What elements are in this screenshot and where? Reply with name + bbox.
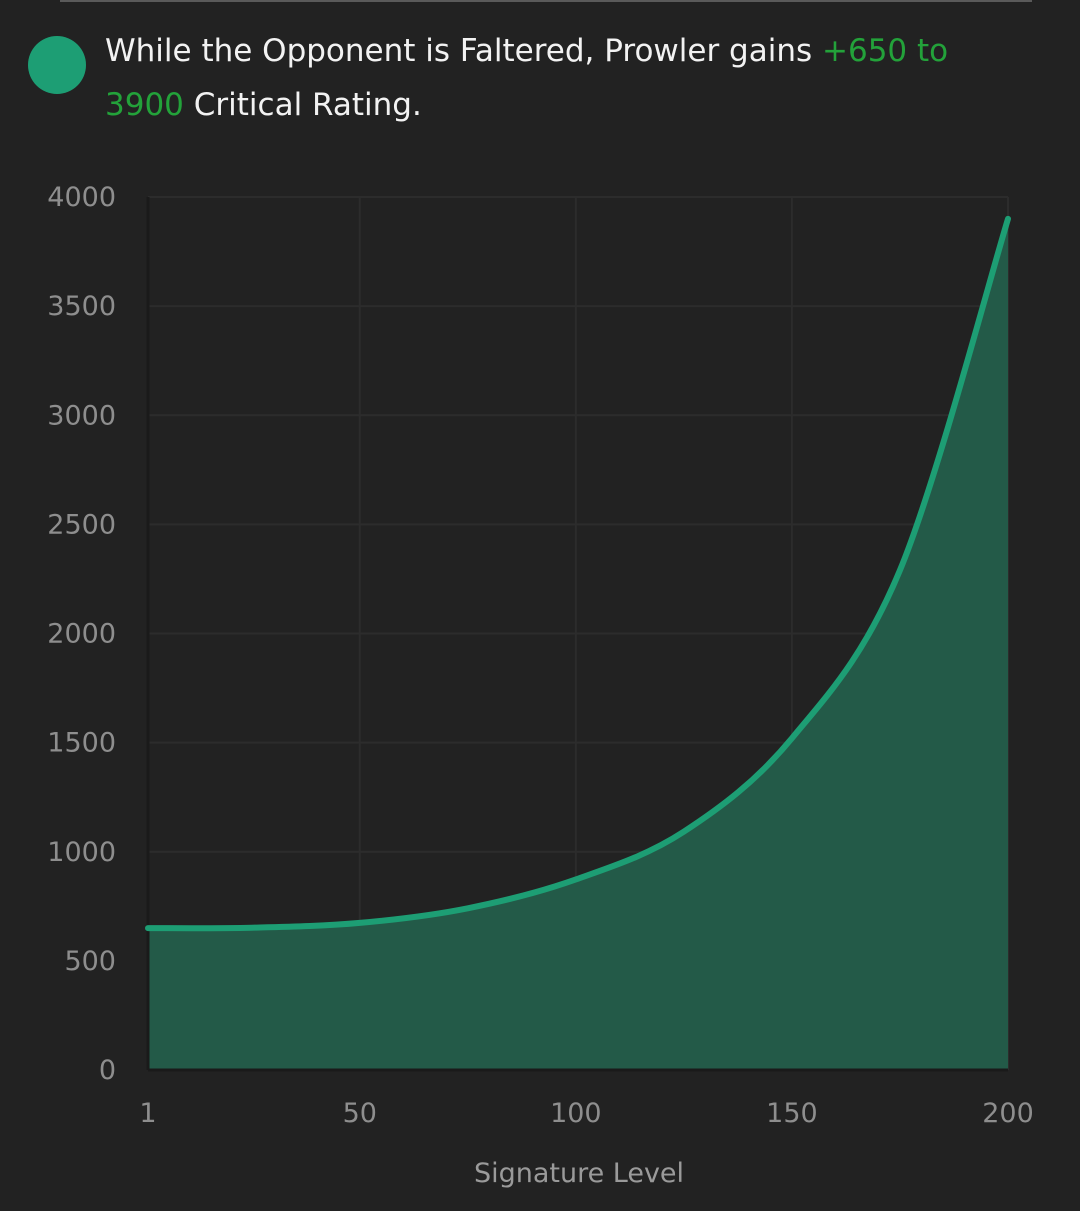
series-line-layer (145, 215, 1011, 932)
y-tick-label: 0 (99, 1055, 116, 1086)
y-tick-label: 3000 (47, 400, 116, 431)
y-tick-label: 2000 (47, 619, 116, 650)
x-tick-label: 1 (139, 1098, 156, 1129)
top-divider (60, 0, 1032, 2)
series-color-dot (28, 36, 86, 94)
y-tick-label: 500 (64, 946, 116, 977)
y-axis-ticks: 0 500 1000 1500 2000 2500 3000 3500 4000 (47, 182, 116, 1086)
x-tick-label: 100 (550, 1098, 602, 1129)
x-axis-title: Signature Level (474, 1158, 684, 1189)
description-highlight: +650 to 3900 (105, 33, 949, 123)
y-tick-label: 4000 (47, 182, 116, 213)
area-fill-layer (148, 218, 1008, 1070)
x-tick-label: 200 (982, 1098, 1034, 1129)
series-line (145, 215, 1011, 932)
description-text-end: Critical Rating. (183, 87, 422, 123)
description-text: While the Opponent is Faltered, Prowler … (105, 33, 822, 69)
x-tick-label: 50 (343, 1098, 377, 1129)
x-tick-label: 150 (766, 1098, 818, 1129)
y-tick-label: 3500 (47, 291, 116, 322)
y-tick-label: 1500 (47, 728, 116, 759)
series-area (148, 218, 1008, 1070)
y-tick-label: 1000 (47, 837, 116, 868)
x-axis-ticks: 1 50 100 150 200 (139, 1098, 1033, 1129)
ability-description: While the Opponent is Faltered, Prowler … (105, 24, 1035, 132)
axes (146, 197, 1008, 1072)
y-tick-label: 2500 (47, 509, 116, 540)
